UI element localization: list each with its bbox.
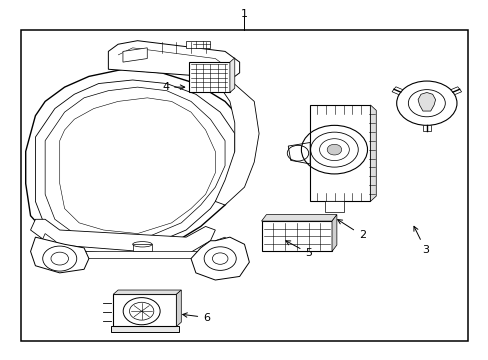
- Text: 4: 4: [162, 82, 184, 92]
- Text: 2: 2: [337, 220, 365, 240]
- Polygon shape: [309, 105, 370, 202]
- Polygon shape: [391, 87, 402, 95]
- Polygon shape: [186, 41, 210, 48]
- Text: 3: 3: [413, 226, 428, 255]
- Polygon shape: [113, 290, 181, 294]
- Polygon shape: [40, 234, 229, 258]
- Polygon shape: [215, 80, 259, 205]
- Polygon shape: [132, 244, 152, 251]
- Polygon shape: [111, 327, 179, 332]
- Text: 5: 5: [285, 241, 312, 258]
- Polygon shape: [324, 202, 344, 212]
- Polygon shape: [30, 219, 215, 255]
- Polygon shape: [229, 58, 234, 93]
- Polygon shape: [26, 69, 249, 255]
- Bar: [21, 30, 467, 341]
- Polygon shape: [261, 221, 331, 251]
- Polygon shape: [122, 48, 147, 62]
- Text: 1: 1: [241, 9, 247, 19]
- Polygon shape: [261, 215, 336, 221]
- Polygon shape: [331, 215, 336, 251]
- Polygon shape: [417, 93, 435, 111]
- Polygon shape: [191, 237, 249, 280]
- Polygon shape: [30, 237, 89, 273]
- Polygon shape: [450, 87, 461, 95]
- Circle shape: [326, 144, 341, 155]
- Polygon shape: [113, 294, 176, 327]
- Polygon shape: [370, 105, 375, 202]
- Polygon shape: [176, 290, 181, 327]
- Polygon shape: [422, 125, 430, 131]
- Polygon shape: [287, 143, 309, 164]
- Text: 6: 6: [183, 312, 210, 323]
- Polygon shape: [188, 62, 229, 93]
- Polygon shape: [108, 41, 239, 80]
